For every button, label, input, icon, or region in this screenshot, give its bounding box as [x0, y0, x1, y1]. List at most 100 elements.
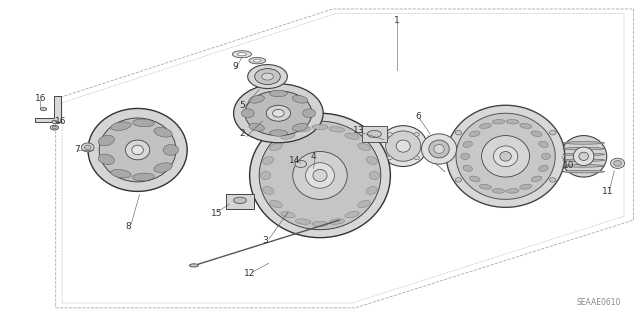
Text: 5: 5: [239, 101, 244, 110]
Ellipse shape: [492, 189, 505, 193]
Ellipse shape: [281, 133, 295, 139]
Ellipse shape: [479, 123, 492, 129]
Ellipse shape: [506, 189, 519, 193]
Ellipse shape: [387, 132, 392, 136]
Ellipse shape: [88, 108, 188, 191]
Ellipse shape: [232, 51, 252, 58]
Ellipse shape: [456, 113, 556, 199]
Ellipse shape: [579, 152, 589, 160]
Ellipse shape: [263, 187, 274, 194]
Ellipse shape: [500, 152, 511, 161]
Ellipse shape: [263, 157, 274, 164]
Ellipse shape: [345, 133, 359, 139]
Ellipse shape: [292, 123, 308, 131]
Ellipse shape: [81, 143, 94, 152]
Ellipse shape: [292, 95, 308, 103]
Ellipse shape: [541, 153, 550, 160]
Ellipse shape: [469, 176, 480, 182]
Ellipse shape: [98, 135, 115, 146]
Ellipse shape: [249, 123, 264, 131]
Ellipse shape: [479, 184, 492, 189]
Ellipse shape: [259, 121, 381, 230]
Ellipse shape: [611, 158, 625, 168]
Ellipse shape: [154, 163, 172, 172]
Ellipse shape: [40, 108, 47, 111]
Ellipse shape: [367, 130, 381, 137]
Text: 9: 9: [233, 63, 238, 71]
Text: 13: 13: [353, 126, 364, 135]
Ellipse shape: [539, 141, 548, 147]
Ellipse shape: [434, 145, 444, 153]
Ellipse shape: [52, 126, 56, 129]
Ellipse shape: [469, 131, 480, 137]
Text: 7: 7: [74, 145, 79, 154]
Ellipse shape: [306, 163, 334, 188]
Ellipse shape: [250, 113, 390, 238]
Ellipse shape: [241, 109, 254, 118]
Ellipse shape: [234, 84, 323, 143]
Ellipse shape: [379, 126, 428, 167]
Text: 14: 14: [289, 156, 300, 165]
Ellipse shape: [296, 127, 311, 132]
Ellipse shape: [563, 147, 605, 150]
Ellipse shape: [455, 130, 461, 135]
Ellipse shape: [312, 124, 328, 130]
Ellipse shape: [98, 154, 115, 165]
Ellipse shape: [482, 136, 530, 177]
Ellipse shape: [132, 145, 143, 155]
Text: 6: 6: [415, 112, 420, 121]
Ellipse shape: [493, 146, 518, 167]
Ellipse shape: [260, 171, 271, 179]
Ellipse shape: [269, 200, 282, 207]
Ellipse shape: [463, 141, 472, 147]
Ellipse shape: [52, 120, 57, 123]
Ellipse shape: [303, 109, 316, 118]
Text: 3: 3: [263, 236, 268, 245]
Ellipse shape: [329, 127, 344, 132]
Ellipse shape: [366, 157, 377, 164]
Ellipse shape: [273, 109, 284, 117]
Ellipse shape: [262, 73, 273, 80]
Ellipse shape: [387, 156, 392, 160]
Ellipse shape: [447, 105, 565, 207]
Ellipse shape: [369, 171, 380, 179]
Ellipse shape: [563, 153, 605, 156]
Text: 1: 1: [394, 16, 399, 25]
Ellipse shape: [296, 219, 311, 224]
Ellipse shape: [255, 69, 280, 85]
Ellipse shape: [614, 160, 621, 166]
Ellipse shape: [414, 132, 419, 136]
Ellipse shape: [550, 130, 556, 135]
Ellipse shape: [531, 131, 542, 137]
Ellipse shape: [269, 90, 287, 97]
Ellipse shape: [111, 122, 131, 130]
Ellipse shape: [506, 120, 519, 124]
Ellipse shape: [312, 221, 328, 226]
Ellipse shape: [132, 173, 154, 181]
Ellipse shape: [492, 120, 505, 124]
Ellipse shape: [358, 200, 371, 207]
Ellipse shape: [84, 145, 91, 150]
Ellipse shape: [414, 156, 419, 160]
Text: 2: 2: [239, 130, 244, 138]
Ellipse shape: [563, 142, 605, 144]
Ellipse shape: [313, 169, 327, 182]
Polygon shape: [35, 96, 61, 122]
Ellipse shape: [248, 64, 287, 89]
FancyBboxPatch shape: [226, 194, 254, 209]
Text: 16: 16: [55, 117, 67, 126]
Ellipse shape: [125, 140, 150, 160]
Ellipse shape: [422, 134, 457, 164]
Text: 8: 8: [125, 222, 131, 231]
Text: 15: 15: [211, 209, 222, 218]
Ellipse shape: [266, 105, 291, 121]
Ellipse shape: [281, 211, 295, 218]
Text: 10: 10: [563, 161, 574, 170]
Ellipse shape: [111, 169, 131, 178]
Ellipse shape: [461, 153, 470, 160]
Ellipse shape: [463, 165, 472, 171]
Ellipse shape: [51, 125, 59, 130]
Ellipse shape: [531, 176, 542, 182]
Ellipse shape: [502, 108, 509, 204]
Ellipse shape: [295, 160, 307, 167]
